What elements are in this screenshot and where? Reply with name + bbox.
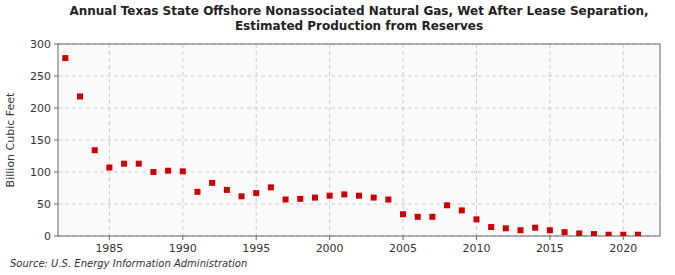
- point: [371, 195, 377, 201]
- tick-label-x: 1985: [95, 242, 123, 255]
- grid-line-y: [58, 76, 660, 77]
- grid: [58, 44, 660, 236]
- tick-y: [54, 44, 58, 45]
- point: [576, 230, 582, 236]
- point: [268, 184, 274, 190]
- point: [92, 147, 98, 153]
- tick-label-x: 1990: [169, 242, 197, 255]
- point: [165, 168, 171, 174]
- point: [136, 161, 142, 167]
- grid-line-x: [549, 44, 550, 236]
- tick-y: [54, 108, 58, 109]
- grid-line-y: [58, 204, 660, 205]
- tick-y: [54, 204, 58, 205]
- tick-label-y: 50: [37, 198, 51, 211]
- plot-frame: [58, 44, 660, 236]
- point: [547, 227, 553, 233]
- point: [341, 191, 347, 197]
- point: [503, 225, 509, 231]
- point: [356, 193, 362, 199]
- point: [459, 207, 465, 213]
- point: [620, 232, 626, 236]
- tick-x: [329, 236, 330, 240]
- tick-x: [403, 236, 404, 240]
- point: [180, 168, 186, 174]
- grid-line-x: [476, 44, 477, 236]
- tick-label-x: 2000: [316, 242, 344, 255]
- tick-y: [54, 76, 58, 77]
- tick-label-y: 100: [30, 166, 51, 179]
- tick-label-y: 0: [44, 230, 51, 243]
- series: [62, 55, 641, 236]
- tick-x: [182, 236, 183, 240]
- tick-y: [54, 172, 58, 173]
- tick-label-y: 300: [30, 38, 51, 51]
- plot-area: [58, 44, 660, 236]
- point: [283, 197, 289, 203]
- point: [415, 214, 421, 220]
- grid-line-x: [256, 44, 257, 236]
- title: Annual Texas State Offshore Nonassociate…: [69, 4, 648, 33]
- point: [488, 224, 494, 230]
- grid-line-x: [109, 44, 110, 236]
- grid-line-y: [58, 140, 660, 141]
- tick-label-x: 1995: [242, 242, 270, 255]
- grid-line-x: [623, 44, 624, 236]
- point: [121, 161, 127, 167]
- tick-label-y: 200: [30, 102, 51, 115]
- tick-x: [109, 236, 110, 240]
- point: [239, 193, 245, 199]
- point: [106, 165, 112, 171]
- point: [312, 195, 318, 201]
- point: [327, 193, 333, 199]
- point: [606, 232, 612, 236]
- tick-label-x: 2020: [609, 242, 637, 255]
- point: [150, 169, 156, 175]
- grid-line-x: [403, 44, 404, 236]
- grid-line-y: [58, 108, 660, 109]
- grid-line-y: [58, 172, 660, 173]
- point: [209, 180, 215, 186]
- tick-x: [623, 236, 624, 240]
- point: [194, 189, 200, 195]
- point: [444, 202, 450, 208]
- grid-line-x: [329, 44, 330, 236]
- tick-x: [549, 236, 550, 240]
- chart: 0 50 100 150 200 250 300 1985 1990 1995 2000 2005 20…: [0, 0, 675, 275]
- point: [562, 229, 568, 235]
- point: [224, 187, 230, 193]
- point: [400, 211, 406, 217]
- y-axis-label: Billion Cubic Feet: [4, 92, 17, 187]
- tick-label-x: 2005: [389, 242, 417, 255]
- point: [518, 227, 524, 233]
- point: [429, 214, 435, 220]
- grid-line-x: [182, 44, 183, 236]
- point: [62, 55, 68, 61]
- point: [532, 225, 538, 231]
- point: [77, 93, 83, 99]
- point: [473, 216, 479, 222]
- tick-x: [256, 236, 257, 240]
- tick-label-y: 250: [30, 70, 51, 83]
- tick-y: [54, 140, 58, 141]
- point: [385, 197, 391, 203]
- tick-y: [54, 236, 58, 237]
- source-note: Source: U.S. Energy Information Administ…: [10, 258, 247, 269]
- point: [297, 196, 303, 202]
- tick-x: [476, 236, 477, 240]
- tick-label-y: 150: [30, 134, 51, 147]
- point: [635, 232, 641, 236]
- tick-label-x: 2010: [462, 242, 490, 255]
- point: [253, 190, 259, 196]
- point: [591, 231, 597, 236]
- tick-label-x: 2015: [536, 242, 564, 255]
